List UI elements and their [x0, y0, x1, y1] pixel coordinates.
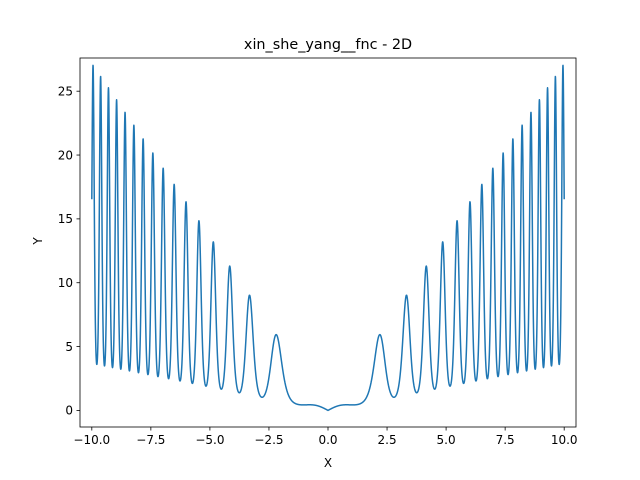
chart-title: xin_she_yang__fnc - 2D [244, 37, 412, 53]
x-tick-label: −2.5 [254, 433, 283, 447]
x-tick-label: 10.0 [551, 433, 578, 447]
x-tick-label: −7.5 [136, 433, 165, 447]
y-axis-label: Y [31, 237, 45, 246]
x-tick-label: 7.5 [496, 433, 515, 447]
x-axis-label: X [324, 456, 332, 470]
y-tick-label: 15 [58, 212, 73, 226]
x-tick-label: −10.0 [73, 433, 110, 447]
y-tick-label: 5 [65, 340, 73, 354]
series-line-0 [91, 64, 565, 412]
x-tick-label: −5.0 [195, 433, 224, 447]
x-axis: −10.0 −7.5 −5.0 −2.5 0.0 2.5 5.0 7.5 10.0 [73, 427, 578, 447]
y-tick-label: 10 [58, 276, 73, 290]
y-axis: 0 5 10 15 20 25 [58, 84, 80, 418]
y-tick-label: 0 [65, 404, 73, 418]
x-tick-label: 2.5 [378, 433, 397, 447]
x-tick-label: 0.0 [318, 433, 337, 447]
x-tick-label: 5.0 [437, 433, 456, 447]
y-tick-label: 25 [58, 84, 73, 98]
y-tick-label: 20 [58, 148, 73, 162]
